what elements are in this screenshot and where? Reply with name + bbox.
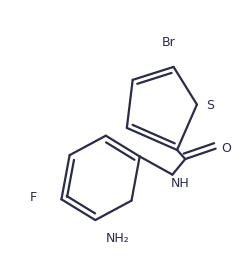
- Text: NH: NH: [171, 177, 190, 190]
- Text: NH₂: NH₂: [106, 232, 129, 245]
- Text: Br: Br: [162, 36, 176, 49]
- Text: O: O: [221, 142, 231, 155]
- Text: F: F: [30, 192, 37, 205]
- Text: S: S: [206, 99, 214, 112]
